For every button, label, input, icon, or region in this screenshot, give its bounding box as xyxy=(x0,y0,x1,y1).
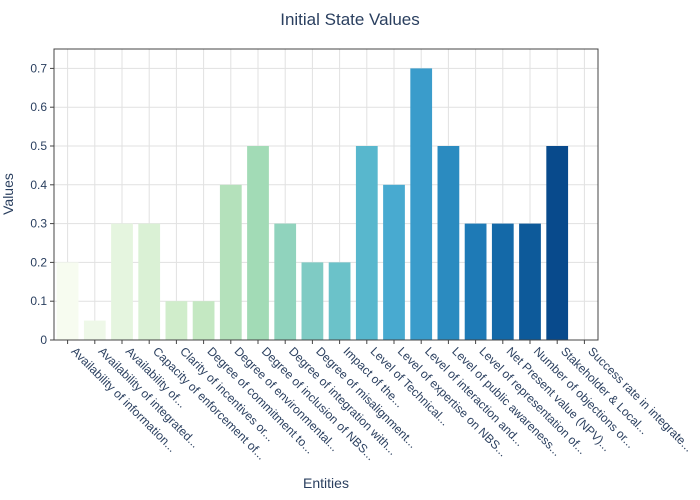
bar[interactable] xyxy=(301,262,324,340)
y-tick-label: 0 xyxy=(40,333,47,347)
bar[interactable] xyxy=(165,301,188,340)
bar[interactable] xyxy=(519,223,541,340)
y-tick-label: 0.7 xyxy=(30,61,47,75)
plot-frame xyxy=(53,48,599,341)
x-axis-ticks: Availability of information...Availabili… xyxy=(67,340,696,463)
y-tick-label: 0.5 xyxy=(30,139,47,153)
bar[interactable] xyxy=(464,223,487,340)
bar[interactable] xyxy=(410,68,433,341)
bar[interactable] xyxy=(138,223,161,340)
y-tick-label: 0.3 xyxy=(30,217,47,231)
bar[interactable] xyxy=(328,262,351,340)
bar[interactable] xyxy=(383,184,405,340)
y-axis-ticks: 0 0.1 0.2 0.3 0.4 0.5 0.6 0.7 xyxy=(30,61,54,347)
y-tick-label: 0.2 xyxy=(30,255,47,269)
bar[interactable] xyxy=(83,320,106,340)
bar[interactable] xyxy=(274,223,297,340)
bar[interactable] xyxy=(247,146,269,340)
bar[interactable] xyxy=(355,146,378,340)
bar[interactable] xyxy=(491,223,514,340)
y-axis-title: Values xyxy=(0,173,16,215)
bar[interactable] xyxy=(56,262,79,340)
x-axis-title: Entities xyxy=(303,475,349,491)
bar[interactable] xyxy=(111,223,133,340)
bar[interactable] xyxy=(437,146,460,340)
bar[interactable] xyxy=(219,184,242,340)
bar[interactable] xyxy=(192,301,215,340)
y-tick-label: 0.6 xyxy=(30,100,47,114)
y-tick-label: 0.1 xyxy=(30,294,47,308)
bars xyxy=(56,68,569,341)
y-tick-label: 0.4 xyxy=(30,178,47,192)
chart-title: Initial State Values xyxy=(280,10,420,29)
bar[interactable] xyxy=(546,146,569,340)
gridlines xyxy=(54,49,598,341)
